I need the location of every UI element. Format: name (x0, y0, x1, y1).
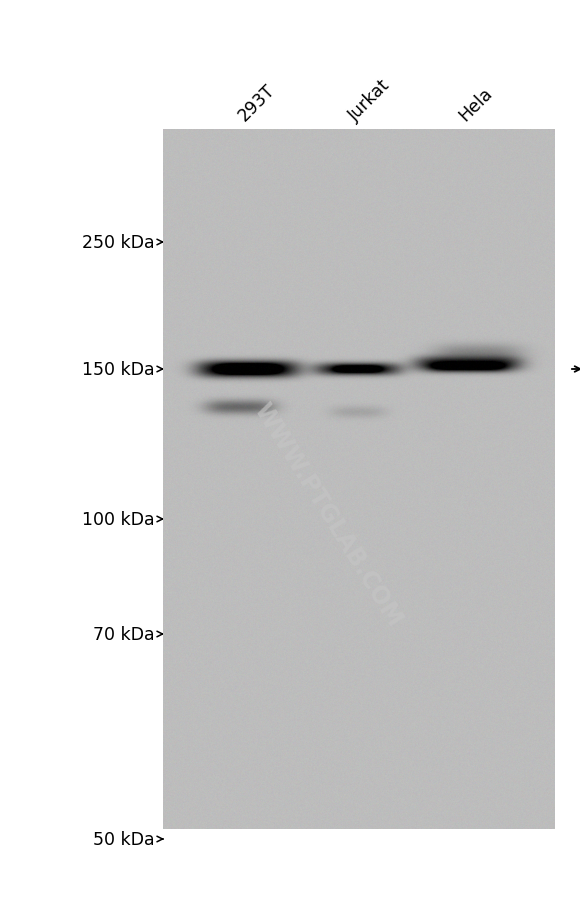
Text: 250 kDa: 250 kDa (82, 234, 155, 252)
Text: WWW.PTGLAB.COM: WWW.PTGLAB.COM (249, 399, 407, 630)
Text: 100 kDa: 100 kDa (82, 511, 155, 529)
Text: 150 kDa: 150 kDa (82, 361, 155, 379)
Text: 293T: 293T (235, 81, 279, 124)
Text: 70 kDa: 70 kDa (93, 625, 155, 643)
Text: 50 kDa: 50 kDa (93, 830, 155, 848)
Text: Hela: Hela (455, 84, 496, 124)
Text: Jurkat: Jurkat (345, 77, 394, 124)
